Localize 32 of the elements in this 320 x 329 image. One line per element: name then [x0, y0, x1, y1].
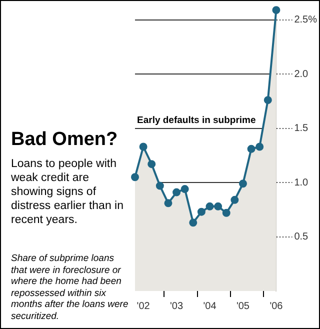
annotation: Early defaults in subprime — [137, 115, 256, 126]
point — [264, 96, 272, 104]
point — [139, 142, 148, 151]
text: Bad Omen? — [11, 129, 119, 151]
y-tick-label: 0.5 — [294, 232, 309, 243]
point — [189, 218, 198, 227]
y-tick-label: 1.0 — [294, 177, 309, 188]
point — [131, 173, 139, 182]
point — [214, 202, 222, 210]
point — [247, 144, 256, 153]
x-tick-label: '02 — [136, 300, 150, 312]
point — [272, 6, 280, 14]
point — [238, 180, 247, 188]
y-tick-label: 2.5% — [294, 14, 318, 26]
x-tick-label: '03 — [170, 300, 184, 312]
y-tick-label: 2.0 — [294, 68, 309, 80]
point — [256, 142, 264, 151]
x-tick-label: '06 — [270, 300, 284, 312]
point — [164, 199, 172, 208]
text: Loans to people with weak credit are showing signs of distress earlier than in recent years. — [11, 157, 124, 227]
point — [180, 185, 189, 194]
point — [148, 160, 156, 168]
point — [222, 208, 230, 217]
point — [156, 182, 164, 190]
x-tick-label: '05 — [236, 300, 250, 312]
point — [206, 202, 214, 210]
x-tick-label: '04 — [203, 300, 217, 312]
text: Share of subprime loans that were in foreclosure or where the home had been repossessed within six months after the loans were securitized. — [11, 253, 129, 322]
point — [197, 208, 206, 216]
point — [172, 188, 181, 196]
point — [230, 196, 239, 204]
y-tick-label: 1.5 — [294, 123, 309, 134]
